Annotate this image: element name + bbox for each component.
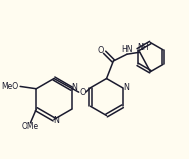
Text: MeO: MeO	[2, 82, 19, 91]
Text: N: N	[53, 116, 59, 125]
Text: O: O	[98, 46, 104, 55]
Text: NH: NH	[137, 43, 148, 52]
Text: OMe: OMe	[22, 122, 39, 131]
Text: N: N	[71, 83, 77, 92]
Text: HN: HN	[122, 45, 133, 54]
Text: N: N	[123, 83, 129, 92]
Text: O: O	[79, 88, 85, 97]
